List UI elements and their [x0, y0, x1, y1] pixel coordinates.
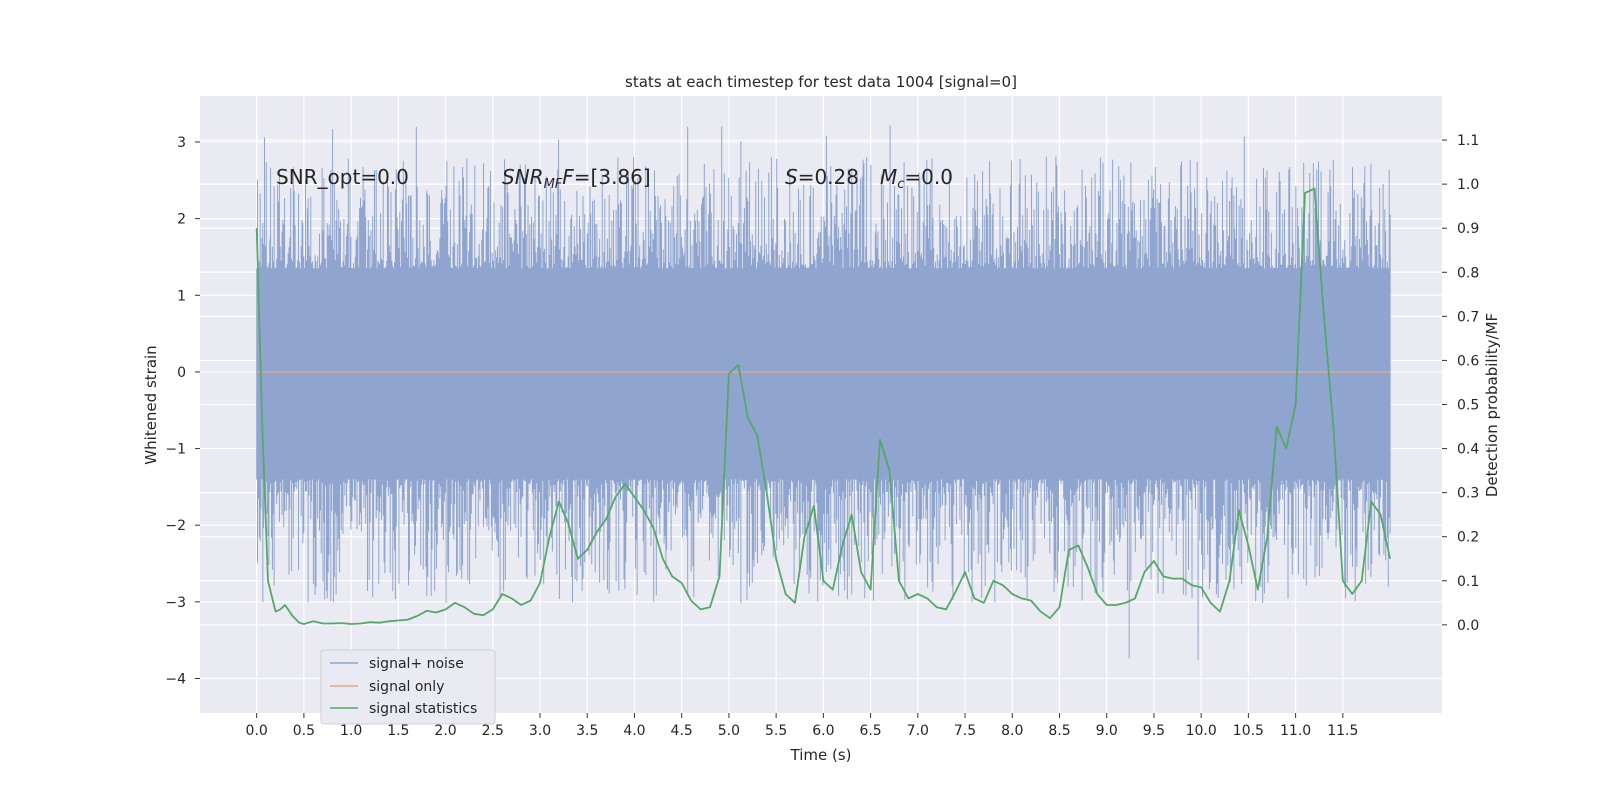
y-right-tick-label: 0.4: [1457, 442, 1479, 458]
x-tick-label: 4.0: [623, 723, 645, 739]
annotation-snr-mf: SNRMFF=[3.86]: [502, 165, 651, 192]
x-tick-label: 8.0: [1001, 723, 1023, 739]
y-right-tick-label: 0.3: [1457, 486, 1479, 502]
x-tick-label: 1.5: [387, 723, 409, 739]
y-axis-left-ticks: 3 2 1 0 −1 −2 −3 −4: [165, 135, 200, 688]
legend-label-signal-plus-noise: signal+ noise: [369, 656, 464, 672]
x-tick-label: 5.0: [718, 723, 740, 739]
legend-label-signal-statistics: signal statistics: [369, 701, 477, 717]
x-tick-label: 6.5: [859, 723, 881, 739]
x-tick-label: 4.5: [671, 723, 693, 739]
x-tick-label: 10.5: [1233, 723, 1264, 739]
y-tick-label: −4: [165, 672, 186, 688]
x-axis-ticks: 0.0 0.5 1.0 1.5 2.0 2.5 3.0 3.5 4.0 4.5 5.0 5.5 6.0 6…: [246, 713, 1358, 739]
signal-statistics-line: [255, 187, 1391, 625]
x-tick-label: 11.0: [1280, 723, 1311, 739]
y-axis-right-label: Detection probability/MF: [1483, 313, 1501, 497]
y-tick-label: 2: [177, 212, 186, 228]
series-signal-statistics: [255, 187, 1391, 625]
chart-title: stats at each timestep for test data 100…: [625, 73, 1017, 91]
x-tick-label: 1.0: [340, 723, 362, 739]
y-right-tick-label: 1.1: [1457, 133, 1479, 149]
annotation-snr-opt: SNR_opt=0.0: [276, 165, 409, 189]
x-tick-label: 3.5: [576, 723, 598, 739]
x-tick-label: 2.5: [482, 723, 504, 739]
series-signal-plus-noise: [256, 125, 1391, 661]
x-tick-label: 6.0: [812, 723, 834, 739]
y-axis-right-ticks: 1.1 1.0 0.9 0.8 0.7 0.6 0.5 0.4 0.3 0.2 0.1 0.0: [1442, 133, 1479, 634]
y-tick-label: −3: [165, 595, 186, 611]
x-tick-label: 0.0: [246, 723, 268, 739]
y-tick-label: −2: [165, 518, 186, 534]
y-right-tick-label: 1.0: [1457, 177, 1479, 193]
y-right-tick-label: 0.5: [1457, 398, 1479, 414]
x-tick-label: 3.0: [529, 723, 551, 739]
y-tick-label: 3: [177, 135, 186, 151]
annotations: SNR_opt=0.0 SNRMFF=[3.86] S=0.28 Mc=0.0: [276, 165, 953, 192]
x-axis-label: Time (s): [790, 746, 852, 764]
y-right-tick-label: 0.6: [1457, 353, 1479, 369]
y-right-tick-label: 0.2: [1457, 530, 1479, 546]
x-tick-label: 10.0: [1186, 723, 1217, 739]
y-right-tick-label: 0.8: [1457, 265, 1479, 281]
legend: signal+ noise signal only signal statist…: [320, 649, 496, 725]
annotation-s: S=0.28: [785, 165, 859, 189]
x-tick-label: 9.5: [1143, 723, 1165, 739]
y-right-tick-label: 0.1: [1457, 574, 1479, 590]
legend-label-signal-only: signal only: [369, 679, 444, 695]
y-right-tick-label: 0.0: [1457, 618, 1479, 634]
legend-box: [320, 649, 496, 725]
y-axis-label: Whitened strain: [142, 345, 160, 464]
x-tick-label: 11.5: [1327, 723, 1358, 739]
x-tick-label: 8.5: [1048, 723, 1070, 739]
y-tick-label: 0: [177, 365, 186, 381]
annotation-mc: Mc=0.0: [880, 165, 953, 192]
y-right-tick-label: 0.9: [1457, 221, 1479, 237]
x-tick-label: 5.5: [765, 723, 787, 739]
x-tick-label: 9.0: [1096, 723, 1118, 739]
x-tick-label: 0.5: [293, 723, 315, 739]
x-tick-label: 7.5: [954, 723, 976, 739]
x-tick-label: 7.0: [907, 723, 929, 739]
y-tick-label: −1: [165, 442, 186, 458]
y-tick-label: 1: [177, 288, 186, 304]
x-tick-label: 2.0: [434, 723, 456, 739]
y-right-tick-label: 0.7: [1457, 309, 1479, 325]
